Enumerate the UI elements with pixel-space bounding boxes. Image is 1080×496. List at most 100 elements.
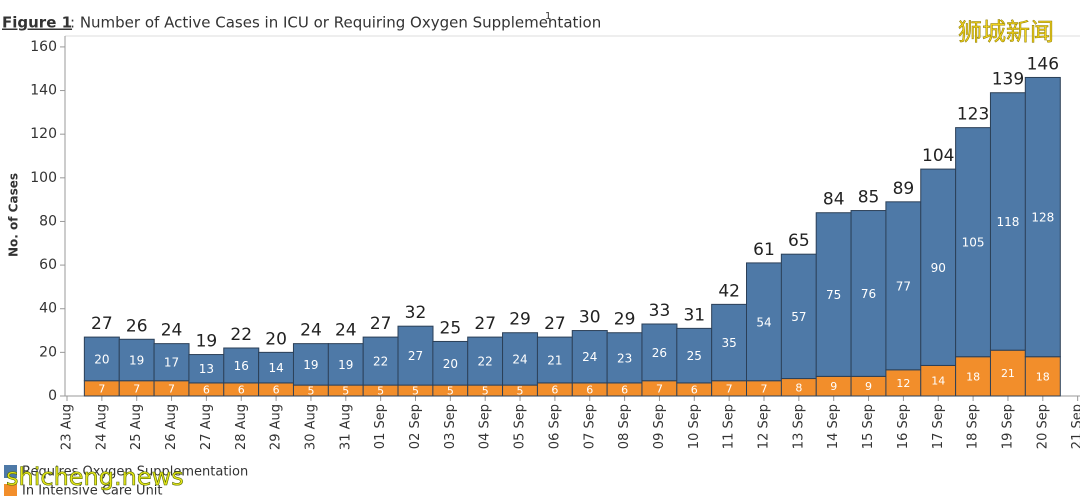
segment-label: 7 — [656, 382, 663, 395]
segment-label: 6 — [238, 383, 245, 396]
x-tick-label: 11 Sep — [722, 404, 737, 449]
total-label: 32 — [405, 303, 427, 323]
y-tick-label: 60 — [39, 257, 57, 273]
x-tick-label: 21 Sep — [1070, 404, 1080, 449]
segment-label: 25 — [687, 349, 702, 363]
total-label: 65 — [788, 231, 810, 251]
legend-label: Requires Oxygen Supplementation — [22, 465, 248, 480]
x-tick-label: 17 Sep — [931, 404, 946, 449]
x-tick-label: 13 Sep — [791, 404, 806, 449]
total-label: 27 — [91, 314, 113, 334]
y-tick-label: 20 — [39, 344, 57, 360]
total-label: 104 — [922, 146, 954, 166]
x-tick-label: 20 Sep — [1035, 404, 1050, 449]
segment-label: 13 — [199, 362, 214, 376]
segment-label: 7 — [761, 382, 768, 395]
segment-label: 6 — [691, 383, 698, 396]
legend-swatch — [4, 465, 17, 478]
total-label: 20 — [265, 329, 287, 349]
y-axis-label: No. of Cases — [7, 173, 21, 257]
segment-label: 57 — [791, 310, 806, 324]
segment-label: 14 — [931, 375, 945, 388]
segment-label: 5 — [377, 385, 384, 398]
y-tick-label: 100 — [30, 170, 57, 186]
x-tick-label: 15 Sep — [861, 404, 876, 449]
segment-label: 17 — [164, 356, 179, 370]
watermark: 狮城新闻 — [958, 18, 1054, 46]
segment-label: 35 — [722, 336, 737, 350]
y-tick-label: 140 — [30, 83, 57, 99]
total-label: 84 — [823, 190, 845, 210]
segment-label: 6 — [551, 383, 558, 396]
bar-segment — [1024, 356, 1061, 397]
x-tick-label: 18 Sep — [966, 404, 981, 449]
total-label: 89 — [893, 179, 915, 199]
segment-label: 20 — [94, 352, 109, 366]
bar-segment — [676, 327, 713, 384]
x-tick-label: 29 Aug — [269, 404, 284, 450]
total-label: 42 — [718, 281, 740, 301]
bar-segment — [432, 340, 469, 386]
total-label: 30 — [579, 308, 601, 328]
segment-label: 77 — [896, 279, 911, 293]
segment-label: 24 — [582, 350, 597, 364]
bar-segment — [955, 356, 992, 397]
watermark: shicheng.news — [6, 463, 184, 491]
segment-label: 118 — [996, 215, 1019, 229]
y-tick-label: 160 — [30, 39, 57, 55]
segment-label: 14 — [268, 361, 283, 375]
x-tick-label: 07 Sep — [582, 404, 597, 449]
total-label: 24 — [161, 321, 183, 341]
segment-label: 22 — [373, 355, 388, 369]
total-label: 146 — [1027, 54, 1059, 74]
total-label: 26 — [126, 316, 148, 336]
x-tick-label: 02 Sep — [408, 404, 423, 449]
segment-label: 22 — [478, 355, 493, 369]
x-tick-label: 25 Aug — [129, 404, 144, 450]
segment-label: 18 — [966, 370, 980, 383]
segment-label: 7 — [726, 382, 733, 395]
segment-label: 7 — [168, 382, 175, 395]
segment-label: 26 — [652, 346, 667, 360]
x-tick-label: 01 Sep — [373, 404, 388, 449]
segment-label: 16 — [234, 359, 249, 373]
bar-segment — [850, 210, 887, 377]
segment-label: 19 — [303, 358, 318, 372]
chart-title: : Number of Active Cases in ICU or Requi… — [70, 14, 601, 32]
bar-segment — [467, 336, 504, 386]
x-tick-label: 27 Aug — [199, 404, 214, 450]
bar-segment — [258, 351, 295, 384]
x-tick-label: 06 Sep — [547, 404, 562, 449]
segment-label: 6 — [586, 383, 593, 396]
x-tick-label: 14 Sep — [826, 404, 841, 449]
x-tick-label: 03 Sep — [443, 404, 458, 449]
x-tick-label: 30 Aug — [303, 404, 318, 450]
segment-label: 105 — [962, 236, 985, 250]
segment-label: 6 — [621, 383, 628, 396]
segment-label: 21 — [547, 354, 562, 368]
segment-label: 23 — [617, 351, 632, 365]
bar-segment — [711, 303, 748, 382]
y-tick-label: 40 — [39, 301, 57, 317]
bar-segment — [606, 332, 643, 384]
figure-label: Figure 1 — [2, 14, 72, 32]
segment-label: 5 — [342, 385, 349, 398]
segment-label: 9 — [865, 380, 872, 393]
segment-label: 21 — [1001, 367, 1015, 380]
segment-label: 75 — [826, 288, 841, 302]
segment-label: 6 — [273, 383, 280, 396]
legend-label: In Intensive Care Unit — [22, 484, 163, 496]
bar-segment — [118, 338, 155, 382]
total-label: 123 — [957, 105, 989, 125]
x-tick-label: 08 Sep — [617, 404, 632, 449]
segment-label: 5 — [517, 385, 524, 398]
bar-segment — [83, 336, 120, 382]
segment-label: 24 — [512, 352, 527, 366]
bar-segment — [746, 262, 782, 382]
x-tick-label: 23 Aug — [60, 404, 75, 450]
segment-label: 8 — [795, 381, 802, 394]
y-tick-label: 0 — [48, 388, 57, 404]
segment-label: 19 — [338, 358, 353, 372]
total-label: 27 — [370, 314, 392, 334]
